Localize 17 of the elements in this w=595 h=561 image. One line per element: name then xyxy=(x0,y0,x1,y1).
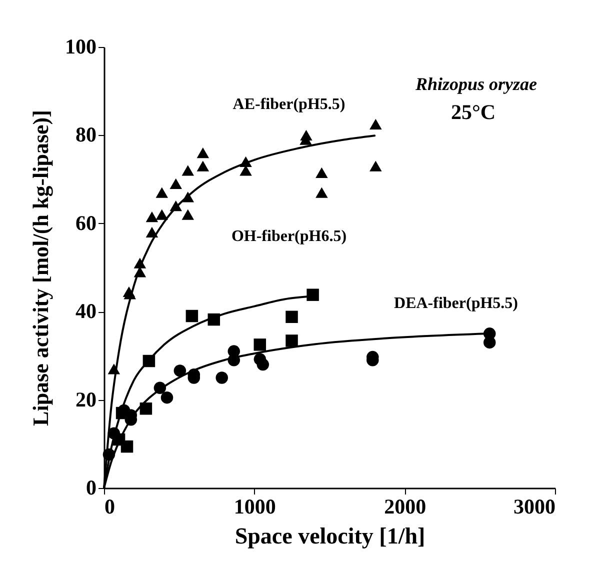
annotation: 25°C xyxy=(451,100,496,124)
annotation: DEA-fiber(pH5.5) xyxy=(394,295,518,312)
x-axis-title: Space velocity [1/h] xyxy=(234,524,426,548)
annotation: AE-fiber(pH5.5) xyxy=(232,96,346,113)
x-tick-label: 1000 xyxy=(234,494,276,518)
y-tick-label: 20 xyxy=(76,387,96,412)
annotation: Rhizopus oryzae xyxy=(414,74,538,94)
y-tick-label: 0 xyxy=(86,476,96,500)
y-tick-label: 40 xyxy=(76,299,96,324)
x-tick-label: 3000 xyxy=(514,494,556,518)
annotation: OH-fiber(pH6.5) xyxy=(231,228,347,245)
x-tick-label: 2000 xyxy=(384,494,426,518)
y-axis-title: Lipase activity [mol/(h kg-lipase)] xyxy=(28,110,53,426)
y-tick-label: 100 xyxy=(65,34,96,58)
x-tick-label: 0 xyxy=(104,494,115,518)
y-tick-label: 80 xyxy=(76,122,96,147)
y-tick-label: 60 xyxy=(76,210,96,235)
